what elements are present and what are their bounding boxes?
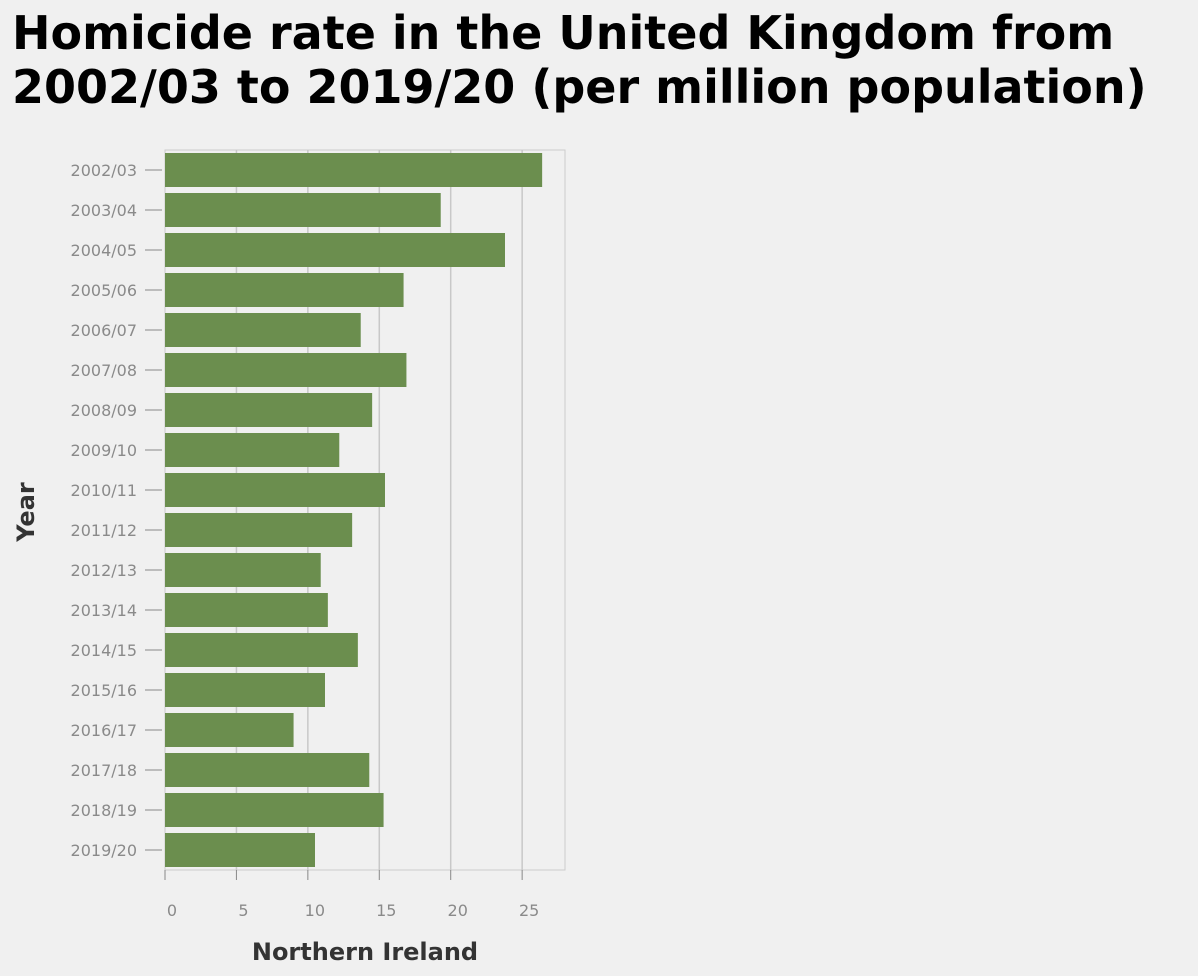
bars [165, 153, 543, 867]
x-tick-label-0: 0 [167, 901, 177, 920]
x-tick-label-10: 10 [305, 901, 325, 920]
bar-2007/08 [165, 353, 407, 387]
y-tick-label-2012/13: 2012/13 [71, 561, 137, 580]
bar-2010/11 [165, 473, 385, 507]
y-tick-label-2013/14: 2013/14 [71, 601, 137, 620]
bar-2006/07 [165, 313, 361, 347]
y-tick-label-2018/19: 2018/19 [71, 801, 137, 820]
y-tick-label-2005/06: 2005/06 [71, 281, 137, 300]
y-tick-label-2016/17: 2016/17 [71, 721, 137, 740]
y-tick-label-2017/18: 2017/18 [71, 761, 137, 780]
bar-2013/14 [165, 593, 328, 627]
bar-2012/13 [165, 553, 321, 587]
y-tick-label-2006/07: 2006/07 [71, 321, 137, 340]
y-tick-label-2003/04: 2003/04 [71, 201, 137, 220]
bar-2018/19 [165, 793, 384, 827]
bar-2009/10 [165, 433, 340, 467]
x-tick-label-5: 5 [238, 901, 248, 920]
x-axis-title: Northern Ireland [252, 938, 478, 966]
bar-2014/15 [165, 633, 358, 667]
x-tick-label-20: 20 [448, 901, 468, 920]
chart-title: Homicide rate in the United Kingdom from… [12, 6, 1147, 114]
bar-2019/20 [165, 833, 315, 867]
plot-frame [164, 149, 566, 871]
bar-2002/03 [165, 153, 543, 187]
y-tick-label-2014/15: 2014/15 [71, 641, 137, 660]
bar-2017/18 [165, 753, 370, 787]
y-tick-label-2007/08: 2007/08 [71, 361, 137, 380]
y-tick-label-2002/03: 2002/03 [71, 161, 137, 180]
gridlines [235, 150, 523, 870]
y-tick-label-2009/10: 2009/10 [71, 441, 137, 460]
x-axis: 0 5 10 15 20 25 [164, 870, 539, 920]
bar-2005/06 [165, 273, 404, 307]
y-tick-label-2019/20: 2019/20 [71, 841, 137, 860]
y-tick-label-2011/12: 2011/12 [71, 521, 137, 540]
y-tick-label-2010/11: 2010/11 [71, 481, 137, 500]
x-tick-label-25: 25 [519, 901, 539, 920]
y-tick-label-2015/16: 2015/16 [71, 681, 137, 700]
y-tick-label-2004/05: 2004/05 [71, 241, 137, 260]
bar-2004/05 [165, 233, 505, 267]
bar-2015/16 [165, 673, 325, 707]
y-axis-title: Year [12, 482, 40, 543]
y-tick-label-2008/09: 2008/09 [71, 401, 137, 420]
y-axis: 2002/03 2003/04 2004/05 2005/06 2006/07 2007/… [71, 161, 162, 860]
bar-2003/04 [165, 193, 441, 227]
bar-2011/12 [165, 513, 353, 547]
bar-2008/09 [165, 393, 373, 427]
x-tick-label-15: 15 [376, 901, 396, 920]
bar-2016/17 [165, 713, 294, 747]
